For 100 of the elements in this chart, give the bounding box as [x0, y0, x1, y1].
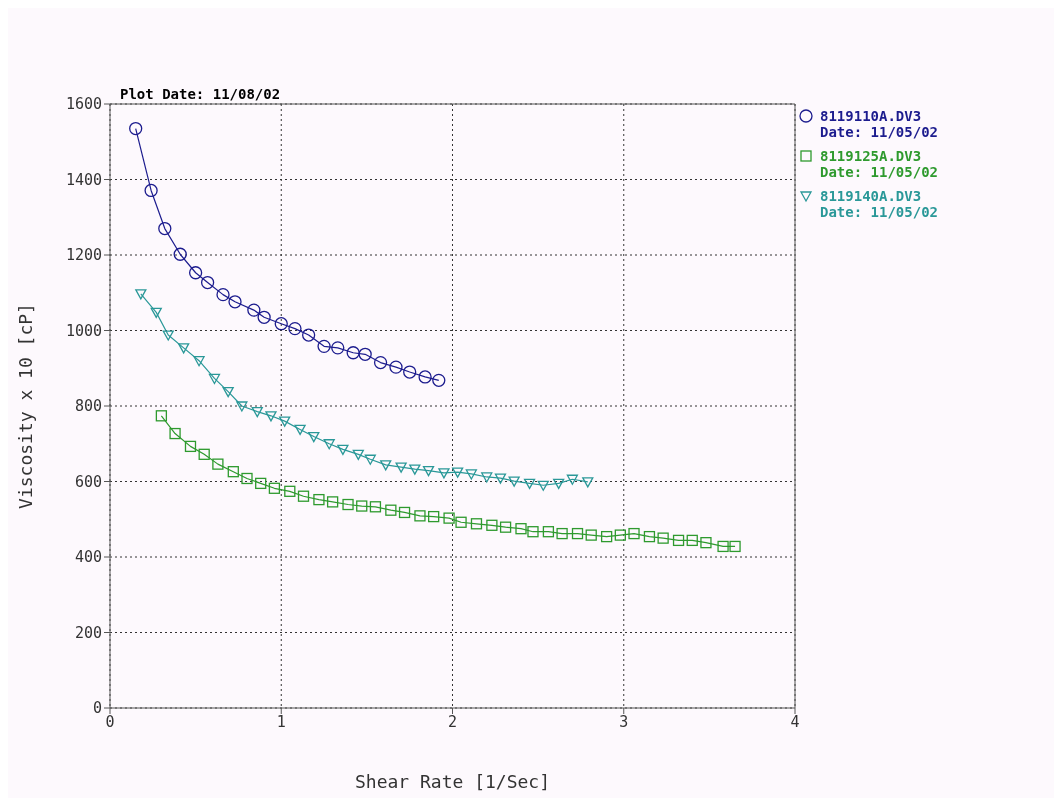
- point: [241, 472, 253, 485]
- point: [686, 534, 698, 547]
- point: [317, 339, 331, 354]
- point: [527, 526, 539, 538]
- point: [279, 416, 291, 427]
- y-tick-label: 200: [74, 623, 102, 642]
- point: [614, 529, 626, 541]
- point: [494, 473, 507, 484]
- point: [585, 529, 597, 541]
- point: [395, 462, 407, 473]
- x-tick-label: 4: [790, 712, 800, 731]
- point: [200, 275, 215, 290]
- point: [323, 439, 335, 450]
- point: [337, 444, 349, 456]
- y-axis-title: Viscosity x 10 [cP]: [15, 303, 37, 509]
- point: [729, 540, 741, 553]
- point: [193, 356, 205, 367]
- point: [228, 295, 242, 309]
- point: [432, 373, 446, 387]
- point: [566, 474, 579, 485]
- x-tick-label: 3: [619, 712, 629, 731]
- point: [537, 480, 549, 491]
- legend-label: 8119110A.DV3 Date: 11/05/02: [820, 108, 939, 140]
- point: [422, 465, 435, 477]
- point: [247, 303, 261, 317]
- point: [438, 468, 450, 479]
- point: [288, 321, 302, 336]
- point: [135, 289, 147, 300]
- point: [184, 440, 197, 453]
- y-tick-label: 800: [74, 397, 102, 416]
- point: [155, 410, 168, 422]
- point: [542, 526, 555, 538]
- point: [451, 467, 464, 478]
- point: [326, 496, 339, 508]
- point: [398, 506, 411, 519]
- y-tick-label: 1400: [65, 170, 102, 189]
- point: [255, 477, 267, 490]
- x-axis-title: Shear Rate [1/Sec]: [354, 771, 551, 792]
- point: [308, 431, 320, 443]
- point: [481, 472, 493, 483]
- point: [208, 373, 221, 385]
- point: [556, 527, 568, 540]
- point: [302, 328, 316, 342]
- legend-label: 8119125A.DV3 Date: 11/05/02: [820, 148, 939, 180]
- point: [389, 360, 403, 374]
- point: [356, 500, 368, 512]
- point: [227, 466, 239, 478]
- point: [428, 510, 440, 523]
- point: [403, 365, 417, 379]
- point: [418, 370, 432, 384]
- point: [369, 501, 382, 513]
- point: [169, 427, 181, 440]
- point: [465, 469, 477, 480]
- point: [672, 534, 685, 547]
- point: [173, 247, 187, 261]
- point: [297, 490, 310, 502]
- point: [150, 307, 162, 319]
- point: [222, 387, 234, 398]
- point: [515, 523, 527, 535]
- point: [486, 519, 498, 531]
- point: [177, 343, 190, 354]
- point: [212, 458, 224, 470]
- point: [414, 510, 426, 522]
- point: [265, 411, 277, 422]
- point: [216, 287, 230, 302]
- point: [274, 317, 288, 331]
- x-tick-label: 0: [105, 712, 115, 731]
- point: [144, 183, 158, 198]
- point: [268, 482, 281, 494]
- point: [657, 532, 669, 544]
- point: [162, 330, 174, 341]
- point: [600, 530, 613, 543]
- point: [364, 454, 376, 465]
- point: [643, 530, 656, 543]
- point: [331, 341, 345, 355]
- point: [455, 516, 467, 528]
- point: [628, 527, 640, 540]
- y-tick-label: 600: [74, 472, 102, 491]
- point: [582, 477, 594, 488]
- point: [470, 518, 483, 530]
- point: [342, 498, 354, 511]
- point: [373, 355, 388, 370]
- point: [700, 537, 712, 549]
- chart-subtitle: Plot Date: 11/08/02: [120, 86, 281, 102]
- point: [284, 485, 296, 497]
- point: [380, 460, 392, 471]
- point: [346, 346, 360, 360]
- point: [251, 407, 263, 418]
- point: [198, 448, 210, 460]
- point: [236, 401, 248, 412]
- x-tick-label: 2: [447, 712, 458, 731]
- point: [188, 266, 203, 280]
- point: [443, 512, 455, 524]
- x-tick-label: 1: [276, 712, 286, 731]
- point: [158, 221, 172, 236]
- point: [257, 310, 271, 324]
- point: [352, 449, 364, 460]
- point: [553, 478, 565, 490]
- point: [571, 527, 584, 540]
- point: [499, 521, 512, 533]
